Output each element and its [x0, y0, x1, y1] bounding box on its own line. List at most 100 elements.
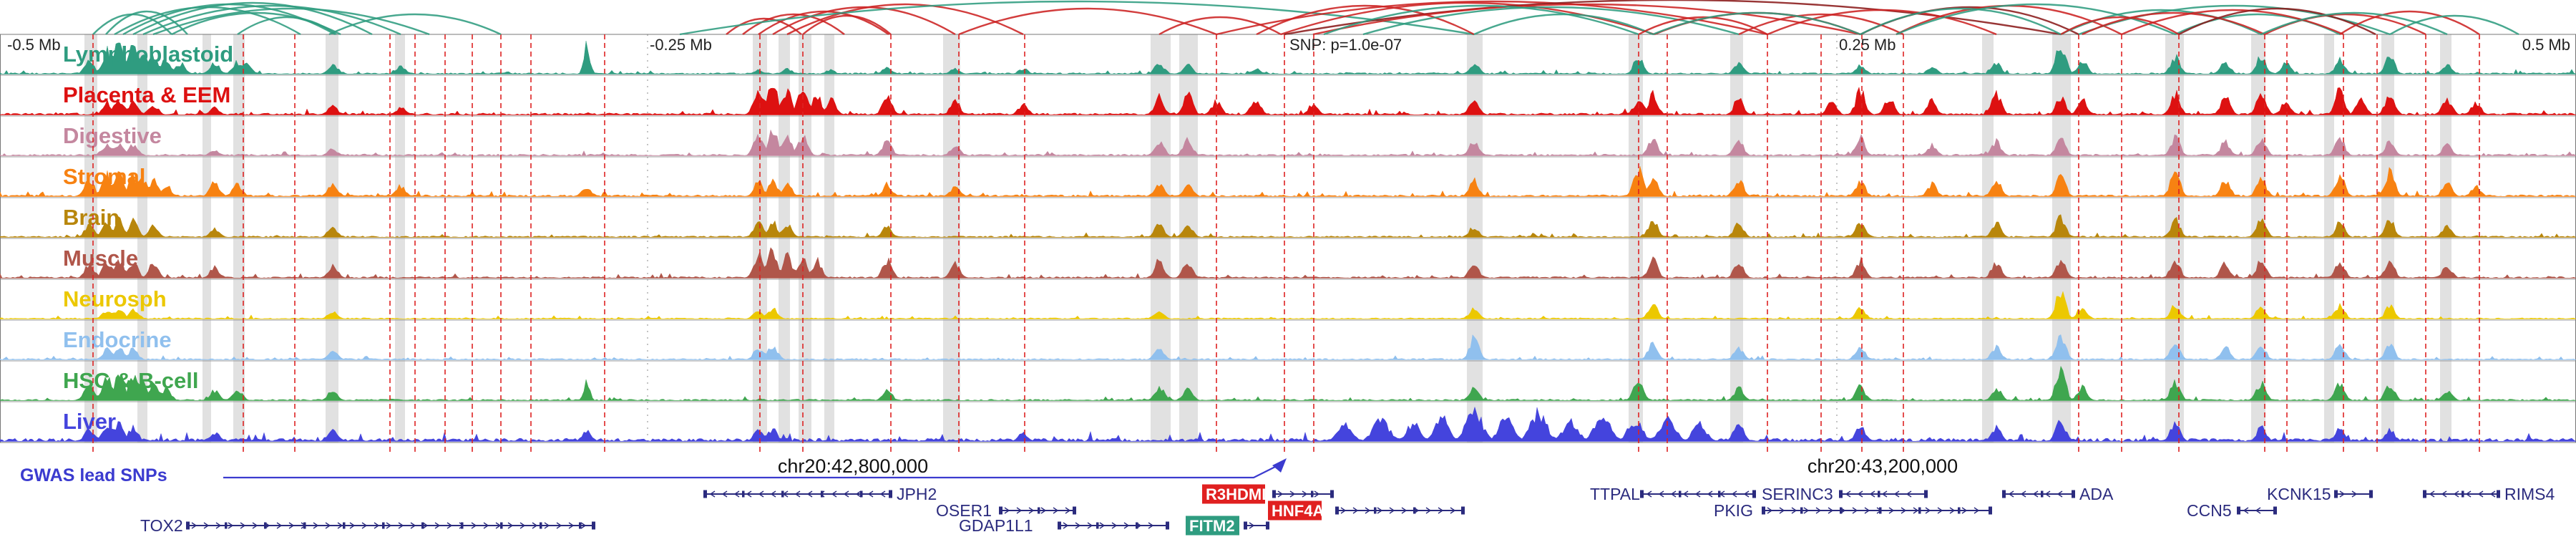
gene-strand-chevron: [2243, 507, 2249, 514]
gwas-arrowhead: [1272, 458, 1287, 473]
gene-label-gdap1l1[interactable]: GDAP1L1: [959, 516, 1033, 535]
interaction-arc: [679, 0, 1475, 36]
gene-label-serinc3[interactable]: SERINC3: [1762, 485, 1833, 503]
signal-track-endocrine: [0, 334, 2576, 360]
gene-strand-chevron: [770, 490, 776, 498]
interaction-arc: [2260, 11, 2448, 36]
gene-label-r3hdml[interactable]: R3HDML: [1206, 485, 1272, 503]
gene-strand-chevron: [1779, 507, 1785, 514]
gene-strand-chevron: [2044, 490, 2051, 498]
gene-strand-chevron: [191, 522, 197, 529]
track-label: Endocrine: [63, 327, 172, 352]
gene-strand-chevron: [568, 522, 575, 529]
gene-label-pkig[interactable]: PKIG: [1714, 501, 1753, 520]
gene-exon: [1096, 522, 1099, 529]
gene-exon: [1989, 506, 1992, 515]
gene-label-highlight-r3hdml[interactable]: [1202, 484, 1265, 504]
gene-exon: [1918, 507, 1921, 514]
gene-strand-chevron: [1852, 507, 1858, 514]
gene-strand-chevron: [1707, 490, 1713, 498]
gene-strand-chevron: [434, 522, 441, 529]
gene-exon: [1374, 507, 1377, 514]
gene-exon: [461, 522, 464, 529]
gene-strand-chevron: [2008, 490, 2014, 498]
gene-strand-chevron: [709, 490, 716, 498]
interaction-arc: [2060, 16, 2180, 36]
interaction-arc: [2339, 10, 2480, 36]
gene-strand-chevron: [1925, 507, 1931, 514]
gene-label-jph2[interactable]: JPH2: [897, 485, 937, 503]
gene-label-oser1[interactable]: OSER1: [936, 501, 992, 520]
gene-exon: [2237, 506, 2240, 515]
gene-exon: [1879, 507, 1882, 514]
gene-strand-chevron: [349, 522, 356, 529]
gene-exon: [500, 522, 503, 529]
gene-strand-chevron: [2453, 490, 2459, 498]
gene-label-rims4[interactable]: RIMS4: [2504, 485, 2555, 503]
interaction-arc: [958, 7, 1217, 36]
gene-strand-chevron: [228, 522, 234, 529]
gene-exon: [999, 506, 1002, 515]
gene-exon: [1413, 507, 1416, 514]
gene-strand-chevron: [422, 522, 429, 529]
gene-strand-chevron: [1377, 507, 1383, 514]
gene-strand-chevron: [2477, 490, 2484, 498]
gene-strand-chevron: [410, 522, 416, 529]
gene-label-ccn5[interactable]: CCN5: [2187, 501, 2232, 520]
gene-exon: [1311, 490, 1314, 498]
gene-strand-chevron: [1040, 507, 1047, 514]
gene-strand-chevron: [1450, 507, 1456, 514]
gene-exon: [1718, 490, 1721, 498]
interaction-arc: [742, 13, 845, 35]
gene-label-ttpal[interactable]: TTPAL: [1590, 485, 1640, 503]
track-label: Lymphoblastoid: [63, 42, 233, 67]
gene-label-tox2[interactable]: TOX2: [140, 516, 183, 535]
gene-strand-chevron: [361, 522, 368, 529]
gene-exon: [742, 490, 745, 498]
gene-label-ada[interactable]: ADA: [2079, 485, 2114, 503]
gene-label-highlight-fitm2[interactable]: [1186, 516, 1239, 536]
gene-strand-chevron: [1949, 507, 1956, 514]
gene-exon: [1058, 521, 1061, 530]
gene-exon: [1330, 490, 1334, 498]
interaction-arc: [726, 17, 802, 35]
gwas-arrow-line: [223, 463, 1282, 479]
gene-label-fitm2[interactable]: FITM2: [1189, 517, 1235, 535]
gene-strand-chevron: [1913, 507, 1919, 514]
gwas-lead-snps-label: GWAS lead SNPs: [20, 465, 167, 485]
gene-strand-chevron: [252, 522, 258, 529]
gene-strand-chevron: [325, 522, 331, 529]
gene-strand-chevron: [1340, 507, 1347, 514]
gene-exon: [1762, 506, 1765, 515]
gene-strand-chevron: [1906, 490, 1912, 498]
interaction-arc: [328, 13, 502, 36]
gene-label-highlight-hnf4a[interactable]: [1268, 500, 1322, 521]
gene-label-hnf4a[interactable]: HNF4A: [1272, 502, 1324, 520]
gene-strand-chevron: [276, 522, 283, 529]
gene-strand-chevron: [2429, 490, 2435, 498]
gene-strand-chevron: [758, 490, 764, 498]
gene-strand-chevron: [831, 490, 837, 498]
gene-exon: [1640, 490, 1644, 498]
gene-exon: [1679, 490, 1682, 498]
interaction-arc: [758, 10, 889, 35]
gene-strand-chevron: [721, 490, 728, 498]
gene-strand-chevron: [1016, 507, 1023, 514]
gene-label-kcnk15[interactable]: KCNK15: [2267, 485, 2331, 503]
signal-track-stromal: [0, 166, 2576, 197]
gene-exon: [1878, 490, 1880, 498]
signal-track-placenta-eem: [0, 87, 2576, 115]
interaction-arc: [1473, 13, 1654, 36]
gene-exon: [1244, 521, 1247, 530]
signal-track-lymphoblastoid: [0, 41, 2576, 74]
gene-strand-chevron: [1815, 507, 1822, 514]
gene-exon: [1038, 507, 1040, 514]
track-label: Neurosph: [63, 286, 167, 311]
gene-strand-chevron: [746, 490, 752, 498]
gene-strand-chevron: [507, 522, 514, 529]
gene-strand-chevron: [1869, 490, 1875, 498]
gene-exon: [579, 522, 582, 529]
gene-strand-chevron: [2351, 490, 2358, 498]
gene-exon: [821, 490, 824, 498]
gene-strand-chevron: [1302, 490, 1308, 498]
